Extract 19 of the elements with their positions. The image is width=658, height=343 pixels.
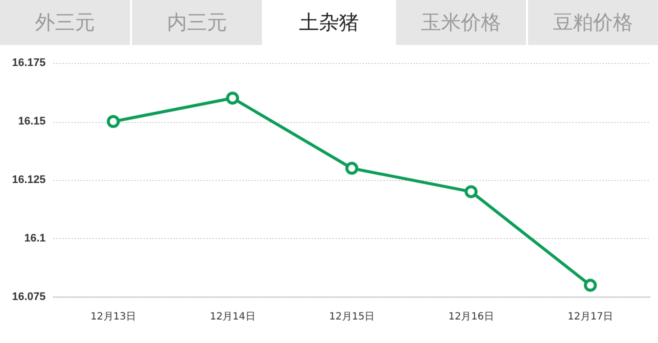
y-tick-label: 16.075 [12,291,46,304]
y-tick-label: 16.125 [12,174,46,186]
x-tick-label: 12月14日 [210,312,256,323]
point [106,115,120,128]
tab: 豆粕价格 [528,0,658,45]
x-tick-label: 12月16日 [448,312,494,323]
x-tick-label: 12月17日 [568,312,614,323]
y-tick-label: 16.15 [18,116,46,128]
point [464,185,478,198]
point [345,162,358,175]
y-tick-label: 16.1 [24,232,46,245]
x-tick-label: 12月13日 [90,312,136,323]
tab: 内三元 [132,0,262,45]
y-tick-label: 16.175 [12,57,46,70]
tab: 玉米价格 [396,0,526,45]
tab: 外三元 [0,0,130,45]
point [584,278,597,292]
point [226,92,240,105]
x-tick-label: 12月15日 [329,312,375,323]
